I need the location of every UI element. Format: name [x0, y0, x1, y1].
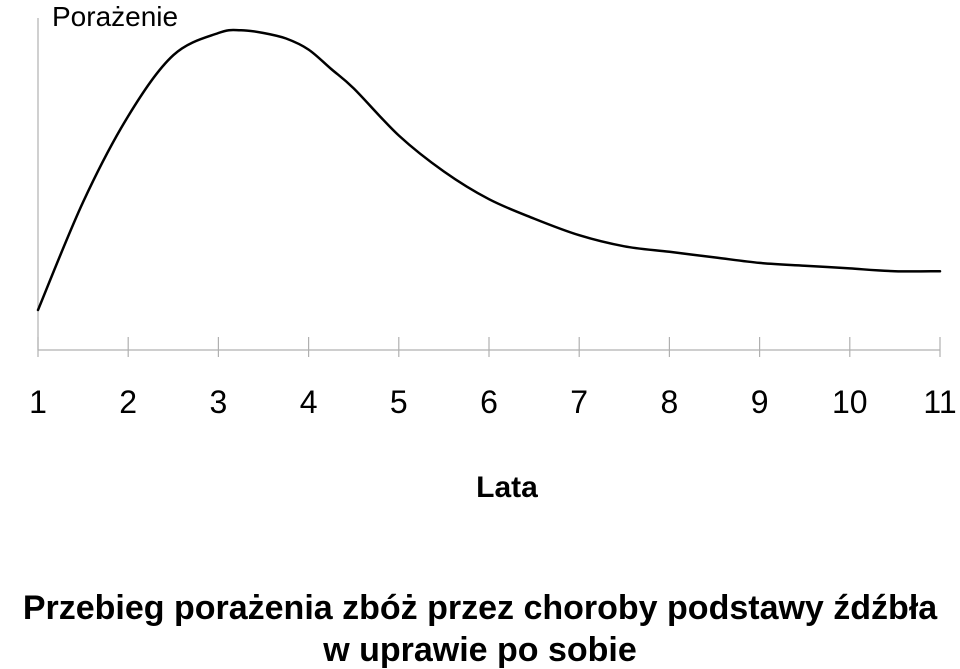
x-tick-label: 9: [751, 384, 769, 420]
x-tick-label: 7: [570, 384, 588, 420]
x-axis-title: Lata: [476, 471, 538, 504]
caption-line-1: Przebieg porażenia zbóż przez choroby po…: [23, 589, 938, 627]
caption-line-2: w uprawie po sobie: [322, 631, 637, 669]
series-line: [36, 28, 942, 312]
x-tick-label: 4: [300, 384, 318, 420]
x-axis-tick-labels: 1 2 3 4 5 6 7 8 9 10 11: [29, 384, 957, 420]
x-tick-label: 1: [29, 384, 47, 420]
y-axis-title: Porażenie: [52, 1, 178, 32]
x-axis-ticks: [37, 337, 941, 357]
x-tick-label: 6: [480, 384, 498, 420]
x-tick-label: 3: [210, 384, 228, 420]
x-tick-label: 2: [119, 384, 137, 420]
x-tick-label: 11: [923, 384, 956, 420]
x-tick-label: 5: [390, 384, 408, 420]
x-tick-label: 8: [661, 384, 679, 420]
x-tick-label: 10: [832, 384, 868, 420]
